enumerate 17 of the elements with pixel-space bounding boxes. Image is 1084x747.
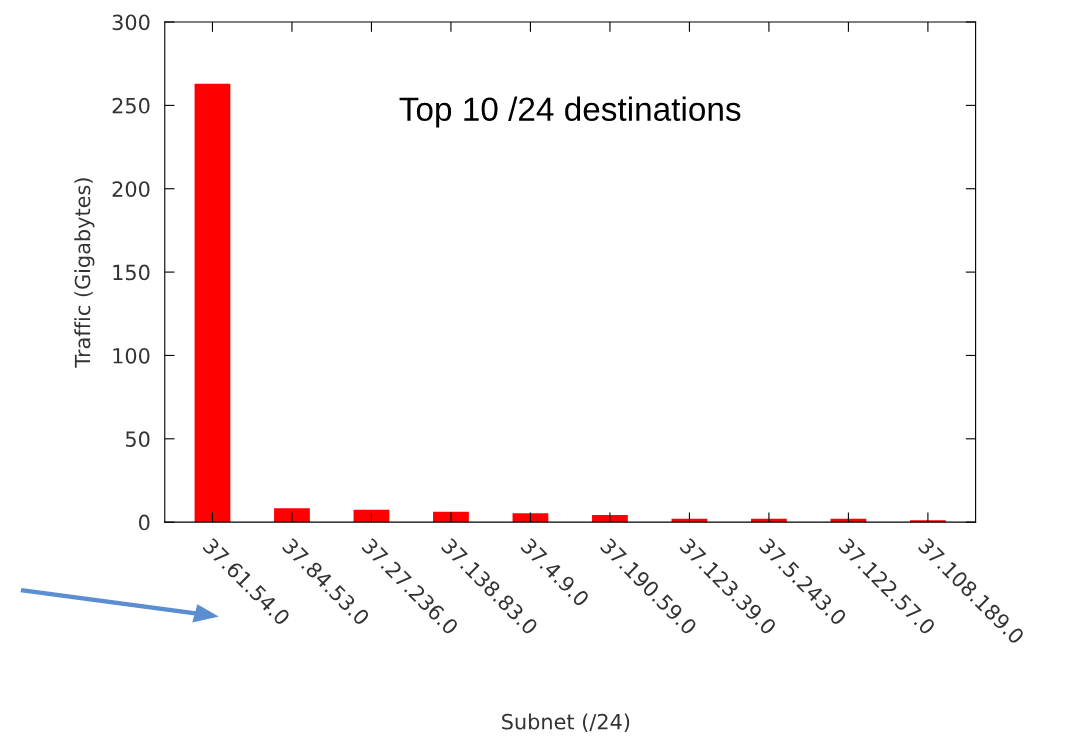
bar xyxy=(194,83,231,523)
y-tick-label: 300 xyxy=(112,14,150,31)
x-axis-title: Subnet (/24) xyxy=(502,713,630,732)
y-tick-label: 0 xyxy=(139,514,150,531)
bar xyxy=(433,511,469,523)
y-tick-label: 250 xyxy=(112,97,150,114)
y-axis-title: Traffic (Gigabytes) xyxy=(74,178,95,368)
y-tick-label: 200 xyxy=(112,181,150,197)
bar xyxy=(910,520,946,523)
bar xyxy=(353,509,390,523)
text: Top 10 /24 destinations xyxy=(399,96,741,128)
bar xyxy=(592,514,628,523)
bar xyxy=(274,508,310,523)
y-tick-label: 100 xyxy=(113,347,150,364)
y-tick-label: 50 xyxy=(125,431,150,448)
bar xyxy=(512,513,549,523)
y-tick-label: 150 xyxy=(113,264,150,281)
